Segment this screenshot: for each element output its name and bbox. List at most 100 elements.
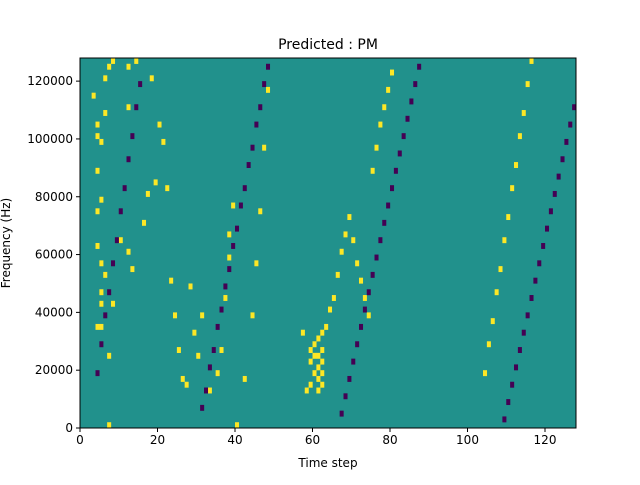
plot-area [80,58,577,429]
heatmap-cell-low [533,277,538,284]
heatmap-cell-low [393,167,398,174]
heatmap-cell-high [316,364,321,371]
heatmap-cell-high [320,370,325,377]
heatmap-cell-low [556,173,561,180]
heatmap-cell-high [157,121,162,128]
heatmap-cell-low [560,156,565,163]
heatmap-cell-high [362,295,367,301]
heatmap-cell-high [339,248,344,255]
heatmap-cell-high [223,295,228,301]
heatmap-cell-high [153,179,158,186]
heatmap-cell-high [494,289,499,296]
y-tick-label: 0 [65,421,73,435]
x-tick-label: 0 [76,433,84,447]
heatmap-cell-high [95,323,100,330]
heatmap-cell-low [250,144,255,151]
heatmap-cell-high [130,266,135,273]
heatmap-cell-high [320,329,325,336]
heatmap-cell-high [126,63,131,70]
heatmap-cell-low [258,104,263,111]
heatmap-cell-high [510,185,515,192]
heatmap-cell-low [126,156,131,163]
heatmap-cell-high [308,358,313,365]
heatmap-cell-high [169,277,174,284]
heatmap-cell-high [502,237,507,244]
heatmap-cell-low [417,63,422,70]
heatmap-cell-high [134,58,139,64]
heatmap-cell-high [196,352,201,359]
heatmap-cell-high [324,323,329,330]
heatmap-cell-low [355,341,360,348]
y-tick-label: 40000 [35,305,73,319]
heatmap-cell-high [316,352,321,359]
heatmap-cell-low [95,370,100,377]
heatmap-cell-high [343,231,348,238]
heatmap-cell-high [483,370,488,377]
heatmap-cell-high [312,370,317,377]
heatmap-cell-high [370,167,375,174]
heatmap-cell-high [111,58,116,64]
heatmap-cell-high [103,271,108,278]
heatmap-cell-high [227,231,232,238]
y-tick-label: 20000 [35,363,73,377]
heatmap-cell-high [308,381,313,388]
heatmap-cell-low [130,133,135,140]
heatmap-cell-high [335,271,340,278]
heatmap-cell-high [359,277,364,284]
heatmap-cell-low [204,387,209,394]
heatmap-cell-low [401,133,406,140]
chart-title: Predicted : PM [278,37,378,53]
heatmap-cell-low [366,289,371,296]
heatmap-cell-low [215,323,220,330]
x-tick-label: 120 [534,433,557,447]
plot-frame [79,57,577,429]
heatmap-cell-high [308,347,313,353]
heatmap-cell-low [114,237,119,244]
heatmap-cell-high [331,295,336,301]
heatmap-cell-high [304,387,309,394]
heatmap-cell-high [91,92,96,99]
heatmap-cell-high [126,248,131,255]
heatmap-cell-high [529,58,534,64]
heatmap-cell-high [219,347,224,353]
heatmap-cell-high [525,81,530,88]
heatmap-cell-high [107,422,112,429]
heatmap-cell-high [207,387,212,394]
heatmap-cell-high [231,202,236,209]
heatmap-cell-low [568,121,573,128]
heatmap-cell-low [514,364,519,371]
heatmap-cell-high [254,260,259,267]
y-axis-ticks: 0 20000 40000 60000 80000 100000 120000 [27,74,80,435]
heatmap-cell-low [207,364,212,371]
heatmap-cell-high [506,214,511,221]
heatmap-cell-high [95,121,100,128]
heatmap-cell-low [525,312,530,319]
heatmap-cell-low [552,190,557,197]
heatmap-cell-high [184,381,189,388]
heatmap-cell-low [405,115,410,122]
heatmap-cell-high [320,347,325,353]
heatmap-cell-low [266,63,271,70]
heatmap-cell-high [498,266,503,273]
heatmap-cell-high [517,133,522,140]
heatmap-cell-high [316,335,321,342]
heatmap-cell-high [176,347,181,353]
x-axis-label: Time step [297,456,357,470]
heatmap-cell-high [188,283,193,290]
heatmap-cell-low [548,208,553,215]
heatmap-cell-high [99,196,104,203]
heatmap-cell-high [107,63,112,70]
x-tick-label: 20 [150,433,165,447]
x-axis-ticks: 0 20 40 60 80 100 120 [76,428,556,447]
heatmap-cell-low [223,283,228,290]
heatmap-cell-low [351,358,356,365]
heatmap-cell-low [122,185,127,192]
y-tick-label: 100000 [27,132,73,146]
heatmap-cell-high [316,375,321,382]
heatmap-cell-high [320,381,325,388]
heatmap-cell-low [382,219,387,226]
heatmap-cell-low [134,104,139,111]
heatmap-cell-low [517,347,522,353]
heatmap-cell-low [386,202,391,209]
